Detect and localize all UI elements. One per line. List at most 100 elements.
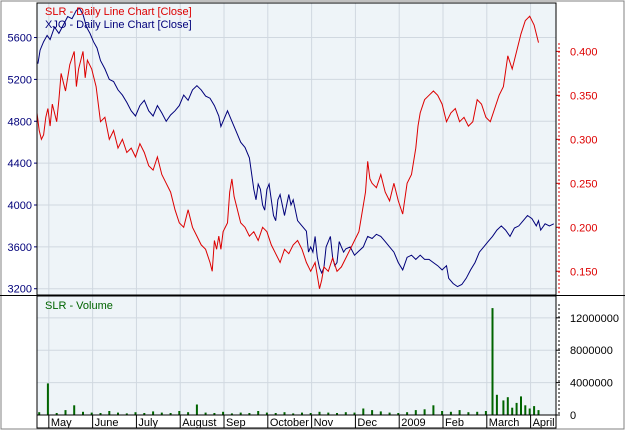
volume-bar — [484, 411, 487, 415]
volume-title: SLR - Volume — [45, 300, 113, 312]
volume-bar — [467, 412, 470, 415]
volume-bar — [292, 413, 295, 415]
left-axis-tick-label: 4400 — [8, 158, 32, 170]
volume-bar — [283, 412, 286, 415]
volume-bar — [520, 396, 522, 415]
volume-bar — [64, 410, 67, 415]
volume-bar — [117, 412, 119, 415]
legend-slr: SLR - Daily Line Chart [Close] — [45, 6, 192, 18]
x-axis-month-label: Dec — [357, 417, 377, 429]
volume-bar — [528, 408, 531, 415]
x-axis-month-label: June — [95, 417, 119, 429]
volume-bar — [309, 413, 312, 415]
left-axis-tick-label: 3200 — [8, 284, 32, 296]
volume-bar — [204, 412, 207, 415]
volume-bar — [379, 411, 382, 415]
volume-bar — [524, 405, 527, 415]
volume-bar — [458, 410, 461, 415]
volume-bar — [511, 407, 514, 415]
volume-bar — [143, 413, 146, 415]
x-axis-month-label: March — [489, 417, 520, 429]
x-axis-month-label: July — [138, 417, 158, 429]
volume-bar — [169, 413, 172, 415]
right-axis-tick-label: 0.150 — [570, 266, 598, 278]
volume-bar — [336, 413, 338, 415]
x-axis-month-label: May — [51, 417, 72, 429]
volume-bar — [46, 383, 49, 415]
left-axis-tick-label: 4800 — [8, 116, 32, 128]
volume-bar — [187, 412, 190, 415]
volume-bar — [90, 412, 93, 415]
volume-bar — [82, 411, 84, 415]
volume-bar — [327, 412, 330, 415]
series-line-slr — [36, 15, 539, 289]
volume-bar — [178, 411, 181, 415]
volume-bar — [449, 411, 452, 415]
volume-bar — [406, 412, 409, 415]
volume-bar — [344, 412, 347, 415]
volume-axis-tick-label: 4000000 — [570, 378, 613, 390]
left-axis-tick-label: 5600 — [8, 33, 32, 45]
volume-bar — [265, 412, 268, 415]
volume-bar — [55, 413, 58, 415]
volume-bar — [73, 405, 76, 415]
right-axis-tick-label: 0.400 — [570, 46, 598, 58]
x-axis-month-label: August — [182, 417, 216, 429]
volume-plot-border — [36, 295, 557, 416]
left-axis-tick-label: 5200 — [8, 74, 32, 86]
right-axis-tick-label: 0.300 — [570, 134, 598, 146]
volume-bar — [301, 412, 303, 415]
volume-bar — [99, 413, 102, 415]
volume-bar — [476, 411, 479, 415]
volume-bar — [414, 410, 417, 415]
volume-axis-tick-label: 12000000 — [570, 313, 619, 325]
volume-bar — [274, 413, 277, 415]
volume-bar — [160, 412, 163, 415]
volume-bar — [362, 408, 365, 415]
main-plot-border — [36, 2, 557, 296]
right-axis-tick-label: 0.250 — [570, 178, 598, 190]
left-axis-tick-label: 4000 — [8, 200, 32, 212]
main-plot-background — [37, 3, 556, 295]
volume-bar — [248, 413, 251, 415]
volume-bar — [318, 411, 321, 415]
volume-bar — [152, 411, 155, 415]
x-axis-month-label: Sep — [226, 417, 246, 429]
volume-bar — [388, 412, 391, 415]
right-axis-tick-label: 0.350 — [570, 90, 598, 102]
volume-bar — [423, 409, 426, 415]
volume-axis-tick-label: 0 — [570, 410, 576, 422]
volume-bar — [533, 406, 536, 415]
volume-bar — [491, 308, 494, 415]
series-line-xjo — [37, 7, 555, 288]
volume-bar — [108, 411, 111, 415]
volume-bar — [441, 411, 444, 415]
left-axis-tick-label: 3600 — [8, 242, 32, 254]
volume-plot-background — [37, 296, 556, 415]
x-axis-month-label: Feb — [445, 417, 464, 429]
volume-bar — [213, 413, 216, 415]
x-axis-month-label: April — [533, 417, 555, 429]
x-axis-month-label: 2009 — [401, 417, 425, 429]
volume-axis-tick-label: 8000000 — [570, 345, 613, 357]
volume-bar — [502, 400, 505, 415]
volume-bar — [371, 410, 374, 415]
volume-bar — [239, 412, 242, 415]
volume-bar — [134, 412, 137, 415]
x-axis-month-label: Nov — [314, 417, 334, 429]
volume-bar — [537, 410, 540, 415]
volume-bar — [353, 412, 356, 415]
volume-bar — [432, 405, 435, 415]
volume-bar — [397, 413, 400, 415]
volume-bar — [506, 397, 509, 415]
x-axis-month-label: October — [270, 417, 309, 429]
volume-bar — [257, 411, 260, 415]
right-axis-tick-label: 0.200 — [570, 222, 598, 234]
volume-bar — [195, 404, 198, 415]
volume-bar — [222, 411, 225, 415]
legend-xjo: XJO - Daily Line Chart [Close] — [45, 19, 192, 31]
volume-bar — [515, 402, 518, 415]
volume-bar — [495, 394, 498, 415]
